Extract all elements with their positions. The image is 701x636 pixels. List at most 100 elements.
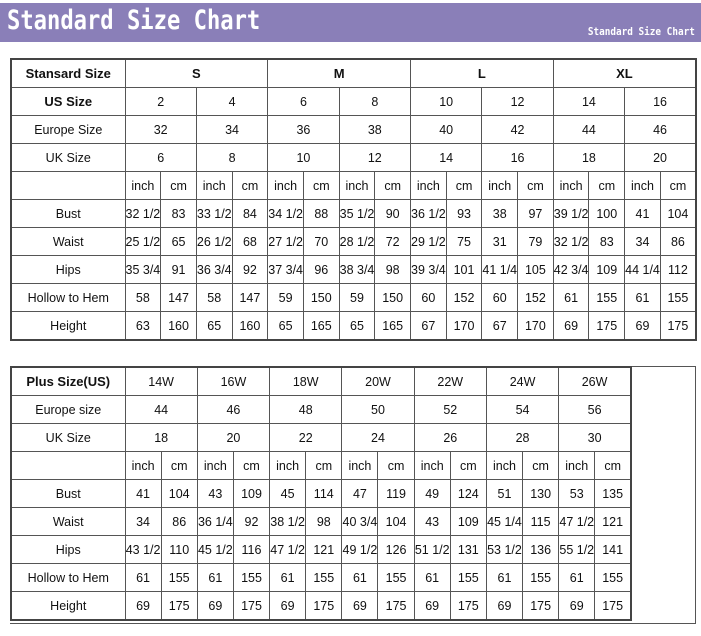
size-group-row: Stansard Size S M L XL	[10, 58, 697, 88]
measure-label: Hollow to Hem	[10, 283, 126, 312]
measure-label: Hips	[10, 535, 126, 564]
measure-row: Waist 25 1/2 65 26 1/2 68 27 1/2 70 28 1/2 72 29 …	[10, 227, 697, 256]
measure-value: 104	[160, 479, 198, 508]
measure-value: 98	[305, 507, 343, 536]
measure-value: 93	[445, 199, 483, 228]
unit-header: inch	[410, 171, 447, 200]
measure-value: 69	[485, 591, 524, 621]
measure-label: Hips	[10, 255, 126, 284]
unit-header: cm	[588, 171, 626, 200]
measure-value: 27 1/2	[267, 227, 304, 256]
measure-value: 61	[413, 563, 451, 592]
measure-row: Bust 41 104 43 109 45 114 47 119 49 124 51 130 53 135	[10, 479, 632, 508]
unit-row: inch cm inch cm inch cm inch cm inch cm inch cm inch…	[10, 171, 697, 200]
measure-value: 91	[160, 255, 197, 284]
measure-value: 116	[232, 535, 271, 564]
measure-value: 58	[124, 283, 162, 312]
unit-row-label	[10, 451, 126, 480]
measure-value: 165	[374, 311, 411, 341]
row-label: Europe Size	[10, 115, 126, 144]
unit-header: cm	[160, 171, 197, 200]
unit-header: cm	[231, 171, 269, 200]
measure-row: Hollow to Hem 61 155 61 155 61 155 61 155 61 155 61…	[10, 563, 632, 592]
measure-value: 45 1/4	[485, 507, 524, 536]
unit-header: inch	[341, 451, 379, 480]
measure-value: 35 3/4	[124, 255, 162, 284]
measure-value: 58	[195, 283, 233, 312]
unit-row: inch cm inch cm inch cm inch cm inch cm inch cm inch…	[10, 451, 632, 480]
measure-value: 49	[413, 479, 451, 508]
measure-value: 53 1/2	[485, 535, 524, 564]
measure-value: 141	[594, 535, 632, 564]
measure-value: 25 1/2	[124, 227, 162, 256]
measure-value: 114	[305, 479, 343, 508]
measure-value: 79	[517, 227, 554, 256]
size-row: UK Size 18 20 22 24 26 28 30	[10, 423, 632, 452]
size-value: 8	[338, 87, 412, 116]
row-label: UK Size	[10, 423, 126, 452]
unit-header: inch	[624, 171, 661, 200]
measure-value: 175	[588, 311, 626, 341]
measure-value: 121	[305, 535, 343, 564]
page-subtitle: Standard Size Chart	[588, 25, 695, 38]
page-title: Standard Size Chart	[7, 5, 261, 36]
measure-value: 34 1/2	[267, 199, 304, 228]
size-header: 16W	[196, 366, 271, 396]
measure-value: 43	[413, 507, 451, 536]
measure-value: 40 3/4	[341, 507, 379, 536]
unit-header: cm	[445, 171, 483, 200]
unit-header: cm	[594, 451, 632, 480]
measure-value: 36 1/4	[196, 507, 234, 536]
measure-value: 61	[552, 283, 590, 312]
measure-value: 175	[594, 591, 632, 621]
size-value: 54	[485, 395, 560, 424]
measure-value: 69	[269, 591, 307, 621]
measure-value: 61	[624, 283, 661, 312]
row-label: Europe size	[10, 395, 126, 424]
size-value: 10	[267, 143, 340, 172]
size-group-header: XL	[552, 58, 697, 88]
measure-value: 160	[231, 311, 269, 341]
measure-value: 147	[231, 283, 269, 312]
size-value: 48	[269, 395, 343, 424]
size-value: 14	[552, 87, 626, 116]
measure-value: 75	[445, 227, 483, 256]
measure-value: 112	[659, 255, 697, 284]
measure-value: 59	[267, 283, 304, 312]
unit-header: cm	[305, 451, 343, 480]
measure-value: 38	[481, 199, 519, 228]
size-group-header: S	[124, 58, 269, 88]
measure-value: 47 1/2	[269, 535, 307, 564]
measure-value: 175	[160, 591, 198, 621]
measure-value: 69	[552, 311, 590, 341]
unit-header: inch	[481, 171, 519, 200]
unit-header: cm	[302, 171, 340, 200]
unit-header: inch	[413, 451, 451, 480]
title-banner: Standard Size Chart Standard Size Chart	[0, 3, 701, 42]
measure-value: 147	[160, 283, 197, 312]
unit-header: cm	[517, 171, 554, 200]
measure-value: 104	[377, 507, 415, 536]
size-header: 20W	[341, 366, 415, 396]
measure-value: 152	[445, 283, 483, 312]
size-value: 20	[624, 143, 697, 172]
size-value: 28	[485, 423, 560, 452]
unit-header: inch	[124, 451, 162, 480]
measure-value: 67	[410, 311, 447, 341]
size-value: 14	[409, 143, 483, 172]
size-value: 56	[558, 395, 632, 424]
measure-value: 155	[588, 283, 626, 312]
size-value: 46	[624, 115, 697, 144]
unit-header: inch	[558, 451, 596, 480]
measure-row: Hollow to Hem 58 147 58 147 59 150 59 150 60 152 60…	[10, 283, 697, 312]
measure-value: 104	[659, 199, 697, 228]
measure-row: Hips 35 3/4 91 36 3/4 92 37 3/4 96 38 3/4 98 39 3…	[10, 255, 697, 284]
measure-value: 160	[160, 311, 197, 341]
measure-value: 170	[517, 311, 554, 341]
measure-value: 61	[124, 563, 162, 592]
measure-value: 69	[413, 591, 451, 621]
measure-value: 69	[558, 591, 596, 621]
measure-value: 155	[305, 563, 343, 592]
measure-value: 86	[659, 227, 697, 256]
unit-header: cm	[160, 451, 198, 480]
